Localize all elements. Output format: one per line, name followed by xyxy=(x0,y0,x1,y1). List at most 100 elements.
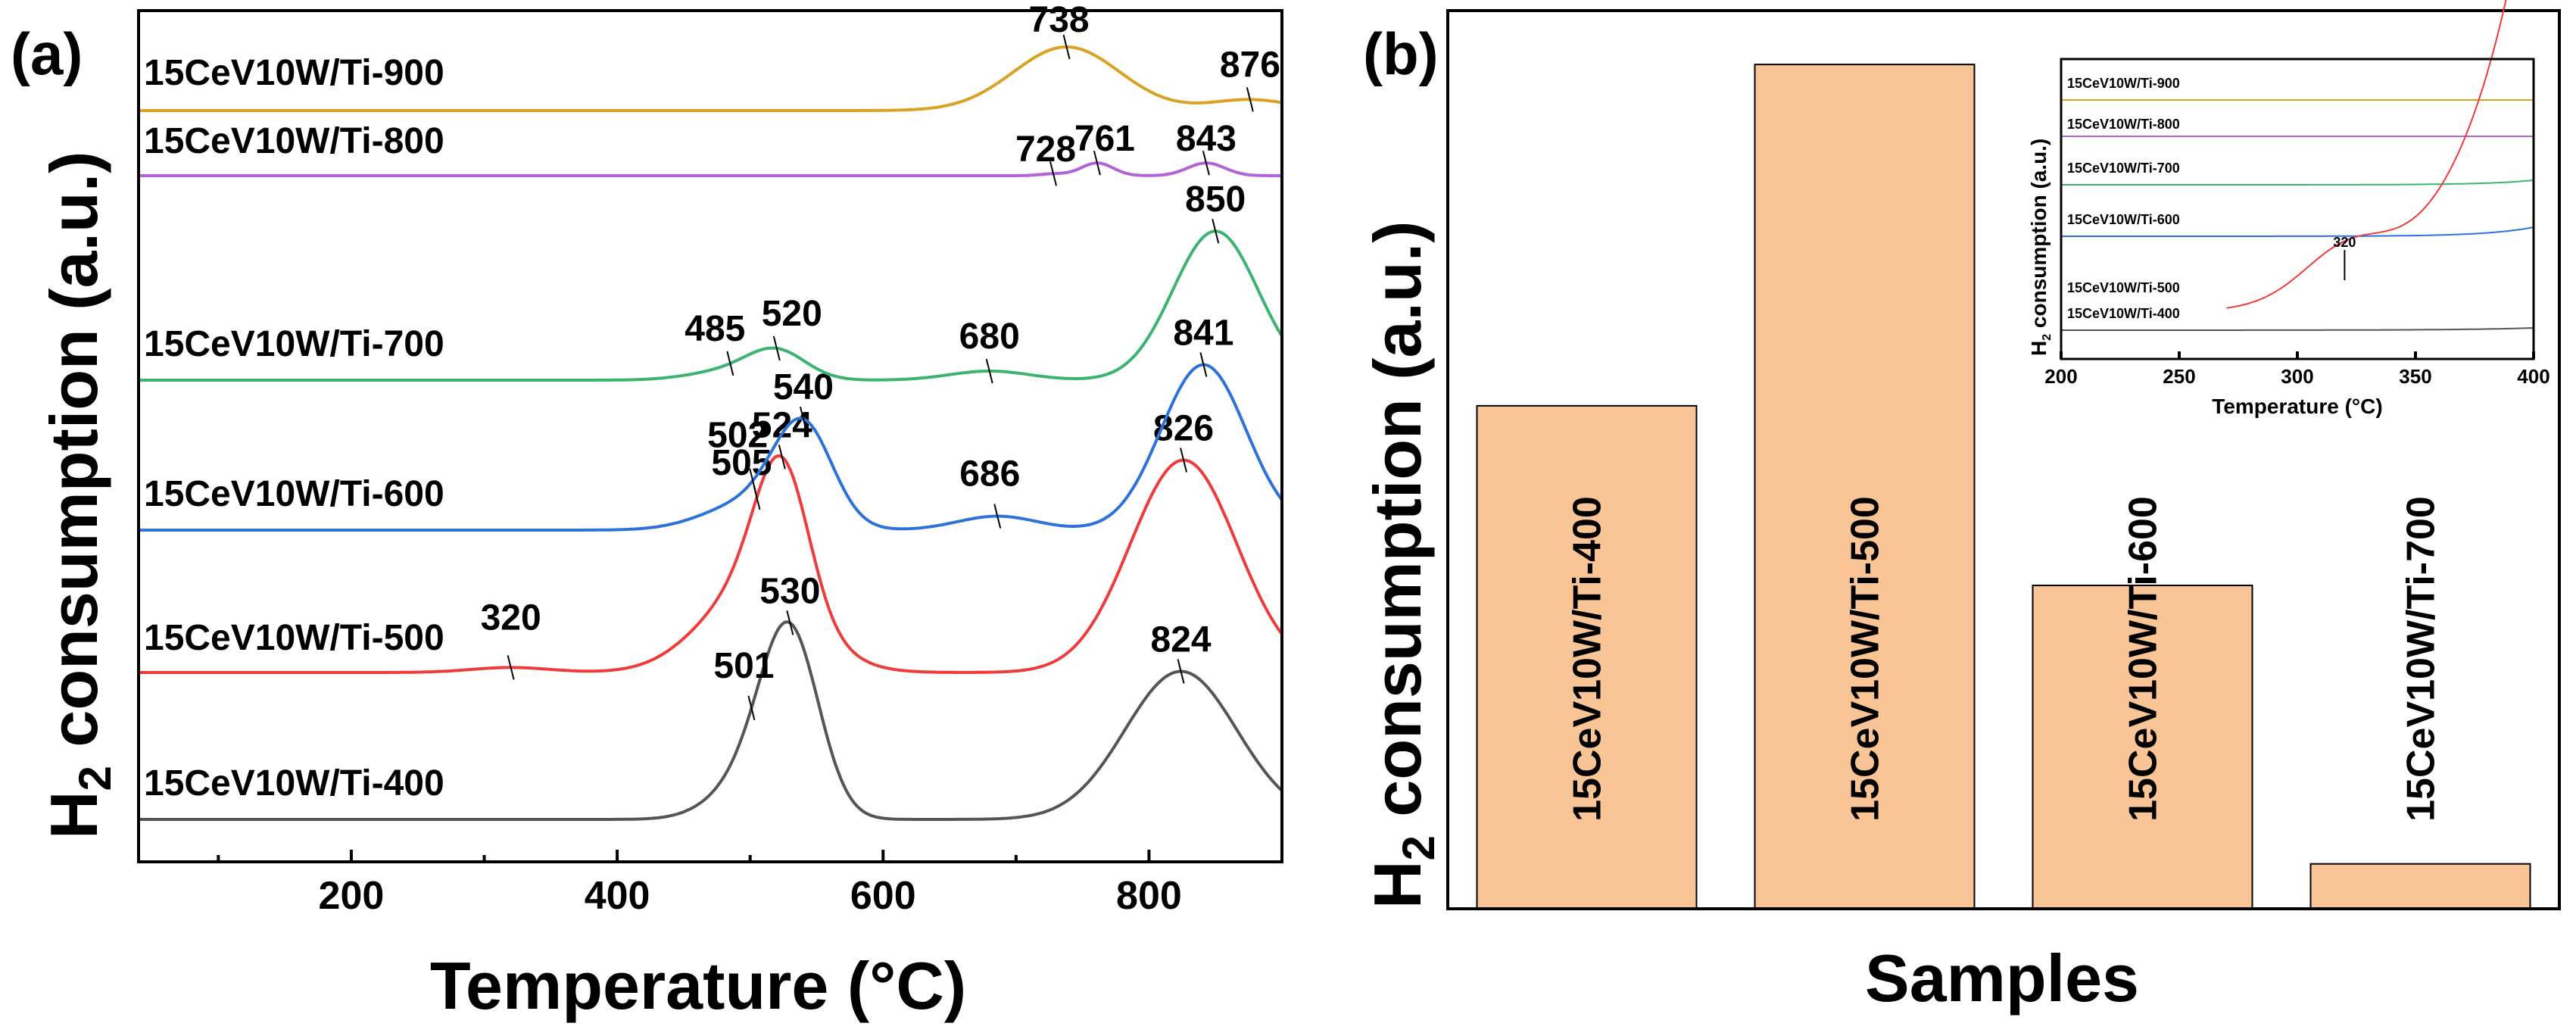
svg-text:H2 consumption (a.u.): H2 consumption (a.u.) xyxy=(36,151,120,839)
inset-line xyxy=(2061,179,2534,186)
y-title-post: consumption (a.u.) xyxy=(1360,221,1435,836)
series-line xyxy=(139,620,1283,821)
inset-series-label: 15CeV10W/Ti-800 xyxy=(2067,117,2180,132)
inset-series-15cev10w-ti-900: 15CeV10W/Ti-900 xyxy=(2061,76,2534,101)
peak-label: 826 xyxy=(1153,409,1214,449)
panel-a-label: (a) xyxy=(11,20,83,87)
peak-label: 524 xyxy=(752,405,812,445)
bar-label: 15CeV10W/Ti-400 xyxy=(1566,496,1610,822)
bar-label: 15CeV10W/Ti-700 xyxy=(2400,496,2443,822)
panel-b: (b) H2 consumption (a.u.) Samples 15CeV1… xyxy=(1360,0,2561,1016)
inset-series-label: 15CeV10W/Ti-700 xyxy=(2067,161,2180,176)
inset-x-tick-label: 200 xyxy=(2044,365,2077,388)
peak-label: 761 xyxy=(1074,119,1135,159)
inset-series-15cev10w-ti-400: 15CeV10W/Ti-400 xyxy=(2061,306,2534,331)
bar-group: 15CeV10W/Ti-600 xyxy=(2032,496,2253,910)
peak-marker xyxy=(1177,659,1185,684)
series-label: 15CeV10W/Ti-600 xyxy=(144,474,444,514)
peak-marker xyxy=(1049,161,1057,186)
y-title-sub: 2 xyxy=(1393,835,1444,860)
peak-label: 540 xyxy=(773,367,834,407)
inset-series-label: 15CeV10W/Ti-500 xyxy=(2067,280,2180,295)
bar xyxy=(2032,585,2253,910)
svg-text:H2 consumption (a.u.): H2 consumption (a.u.) xyxy=(2027,139,2054,356)
panel-b-frame xyxy=(1446,9,2561,910)
inset-series-15cev10w-ti-500: 15CeV10W/Ti-500 xyxy=(2067,0,2507,309)
bar-group: 15CeV10W/Ti-400 xyxy=(1476,404,1698,910)
inset-y-title-pre: H xyxy=(2027,341,2051,356)
peak-label: 320 xyxy=(481,598,541,638)
inset-x-tick-label: 400 xyxy=(2517,365,2549,388)
peak-marker xyxy=(799,406,807,432)
x-tick-label: 800 xyxy=(1116,874,1182,918)
panel-b-x-axis-title: Samples xyxy=(1865,941,2139,1016)
inset-series-label: 15CeV10W/Ti-900 xyxy=(2067,76,2180,91)
inset-series-15cev10w-ti-700: 15CeV10W/Ti-700 xyxy=(2061,161,2534,186)
bar-group: 15CeV10W/Ti-500 xyxy=(1754,64,1976,910)
peak-label: 824 xyxy=(1151,620,1212,660)
panel-a: (a) H2 consumption (a.u.) Temperature (°… xyxy=(11,0,1283,1023)
inset-series-label: 15CeV10W/Ti-400 xyxy=(2067,306,2180,321)
peak-marker xyxy=(726,351,734,376)
y-title-pre: H xyxy=(1360,860,1435,909)
panel-b-bars: 15CeV10W/Ti-400 15CeV10W/Ti-500 15CeV10W/T… xyxy=(1476,64,2531,910)
inset-x-tick-label: 250 xyxy=(2163,365,2195,388)
panel-b-label: (b) xyxy=(1363,20,1439,87)
peak-marker xyxy=(507,655,515,680)
series-label: 15CeV10W/Ti-500 xyxy=(144,618,444,658)
series-15cev10w-ti-700: 15CeV10W/Ti-700 485 520 680 850 xyxy=(139,179,1283,384)
y-title-post: consumption (a.u.) xyxy=(36,151,111,766)
inset-line xyxy=(2061,226,2534,237)
svg-text:H2 consumption (a.u.): H2 consumption (a.u.) xyxy=(1360,221,1444,909)
inset-x-axis-title: Temperature (°C) xyxy=(2212,395,2382,418)
peak-label: 520 xyxy=(762,294,822,334)
panel-a-x-ticks: 200 400 600 800 xyxy=(217,850,1182,918)
peak-label: 501 xyxy=(713,646,774,686)
peak-label: 728 xyxy=(1015,130,1076,170)
bar-label: 15CeV10W/Ti-600 xyxy=(2122,496,2166,822)
series-15cev10w-ti-400: 15CeV10W/Ti-400 501 530 824 xyxy=(139,571,1283,821)
inset-series-label: 15CeV10W/Ti-600 xyxy=(2067,212,2180,227)
series-label: 15CeV10W/Ti-700 xyxy=(144,324,444,364)
inset-x-tick-label: 350 xyxy=(2399,365,2431,388)
y-title-sub: 2 xyxy=(70,766,120,791)
series-line xyxy=(139,45,1283,112)
peak-marker xyxy=(1062,34,1071,60)
inset-chart: 15CeV10W/Ti-900 15CeV10W/Ti-800 15CeV10W/T… xyxy=(2027,0,2550,418)
panel-a-frame xyxy=(137,9,1283,863)
peak-label: 841 xyxy=(1173,313,1233,353)
bar-label: 15CeV10W/Ti-500 xyxy=(1844,496,1888,822)
x-tick-label: 400 xyxy=(585,874,650,918)
x-tick-label: 600 xyxy=(850,874,916,918)
inset-line xyxy=(2226,0,2507,309)
series-label: 15CeV10W/Ti-400 xyxy=(144,763,444,804)
inset-series: 15CeV10W/Ti-900 15CeV10W/Ti-800 15CeV10W/T… xyxy=(2061,0,2534,331)
peak-label: 502 xyxy=(707,416,768,456)
peak-label: 876 xyxy=(1220,45,1280,85)
inset-series-15cev10w-ti-600: 15CeV10W/Ti-600 xyxy=(2061,212,2534,237)
panel-b-y-axis-title: H2 consumption (a.u.) xyxy=(1360,221,1444,909)
series-line xyxy=(139,454,1283,674)
peak-marker xyxy=(1212,218,1220,244)
peak-marker xyxy=(786,610,794,635)
peak-label: 680 xyxy=(959,317,1020,357)
peak-label: 485 xyxy=(685,309,745,349)
inset-frame xyxy=(2060,58,2535,360)
x-tick-label: 200 xyxy=(319,874,385,918)
inset-y-title-sub: 2 xyxy=(2041,334,2054,341)
peak-marker xyxy=(1199,352,1208,377)
panel-a-x-axis-title: Temperature (°C) xyxy=(430,948,966,1023)
peak-marker xyxy=(985,358,993,384)
peak-label: 850 xyxy=(1185,179,1246,220)
peak-marker xyxy=(749,468,757,493)
inset-y-title-post: consumption (a.u.) xyxy=(2027,139,2051,334)
peak-marker xyxy=(772,335,781,361)
bar xyxy=(2309,863,2531,910)
series-label: 15CeV10W/Ti-900 xyxy=(144,53,444,93)
inset-x-ticks: 200 250 300 350 400 xyxy=(2044,351,2550,388)
series-line xyxy=(139,161,1282,177)
peak-label: 843 xyxy=(1176,119,1237,159)
